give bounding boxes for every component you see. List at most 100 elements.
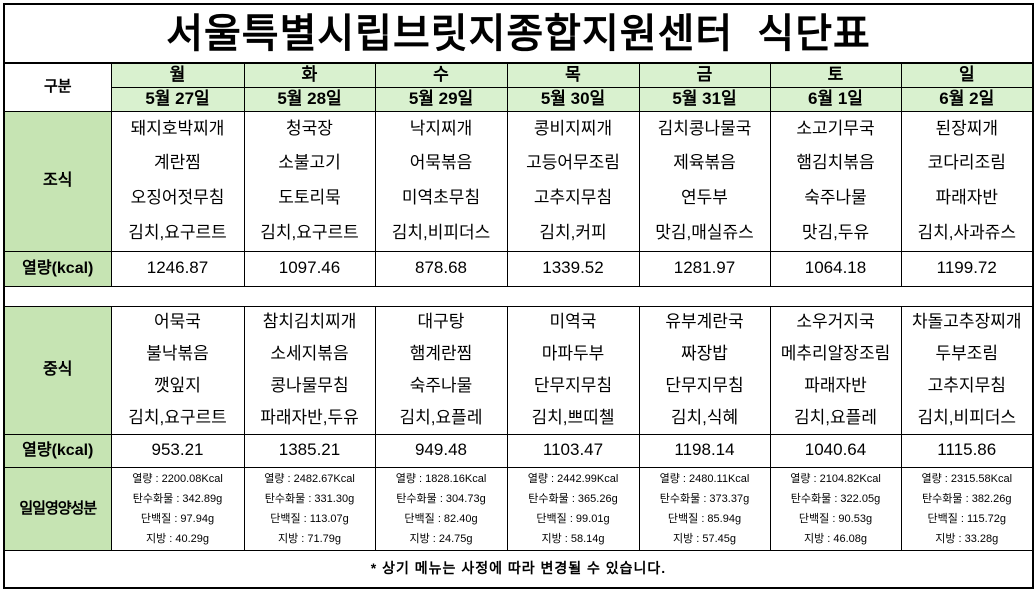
breakfast-calorie-value: 1199.72	[900, 250, 1034, 287]
breakfast-menu-item: 코다리조림	[900, 146, 1034, 181]
nutrition-fat: 지방 : 24.75g	[409, 532, 473, 545]
breakfast-menu-item: 고추지무침	[506, 181, 640, 216]
nutrition-carbs: 탄수화물 : 304.73g	[396, 492, 486, 505]
lunch-calorie-value: 953.21	[110, 433, 245, 468]
lunch-calorie-value: 1385.21	[243, 433, 376, 468]
nutrition-fat: 지방 : 71.79g	[277, 532, 342, 545]
day-name-mon: 월	[110, 62, 245, 88]
breakfast-menu-item: 제육볶음	[638, 146, 771, 181]
lunch-label: 중식	[3, 305, 112, 435]
lunch-row: 김치,요구르트 파래자반,두유 김치,요플레 김치,쁘띠첼 김치,식혜 김치,요…	[4, 402, 1034, 434]
nutrition-carbs: 탄수화물 : 373.37g	[659, 492, 750, 505]
day-date-tue: 5월 28일	[243, 86, 376, 112]
day-name-sat: 토	[769, 62, 902, 88]
nutrition-protein: 단백질 : 97.94g	[140, 512, 215, 525]
nutrition-calories: 열량 : 2482.67Kcal	[264, 472, 355, 485]
nutrition-carbs: 탄수화물 : 342.89g	[132, 492, 223, 505]
daily-nutrition-label: 일일영양성분	[3, 466, 112, 551]
lunch-calorie-value: 949.48	[374, 433, 508, 468]
breakfast-menu-item: 햄김치볶음	[769, 146, 902, 181]
lunch-calorie-row: 열량(kcal) 953.21 1385.21 949.48 1103.47 1…	[3, 433, 1034, 468]
breakfast-row: 오징어젓무침 도토리묵 미역초무침 고추지무침 연두부 숙주나물 파래자반	[4, 181, 1034, 216]
nutrition-calories: 열량 : 2315.58Kcal	[921, 472, 1013, 485]
day-date-thu: 5월 30일	[506, 86, 640, 112]
breakfast-menu-item: 오징어젓무침	[110, 181, 245, 216]
breakfast-row: 김치,요구르트 김치,요구르트 김치,비피더스 김치,커피 맛김,매실쥬스 맛김…	[4, 216, 1034, 251]
spacer-cell	[3, 285, 1034, 307]
spacer-row	[3, 285, 1034, 307]
breakfast-menu-item: 미역초무침	[374, 181, 508, 216]
lunch-menu-item: 김치,요구르트	[110, 402, 245, 434]
lunch-menu-item: 김치,비피더스	[900, 402, 1034, 434]
breakfast-menu-item: 어묵볶음	[374, 146, 508, 181]
lunch-menu-item: 어묵국	[110, 306, 245, 338]
breakfast-menu-item: 청국장	[243, 111, 376, 146]
lunch-calorie-value: 1040.64	[769, 433, 902, 468]
lunch-menu-item: 고추지무침	[900, 370, 1034, 402]
day-date-sat: 6월 1일	[769, 86, 902, 112]
lunch-menu-item: 파래자반	[769, 370, 902, 402]
breakfast-menu-item: 숙주나물	[769, 181, 902, 216]
nutrition-carbs: 탄수화물 : 382.26g	[922, 492, 1012, 505]
lunch-menu-item: 콩나물무침	[243, 370, 376, 402]
nutrition-fat: 지방 : 46.08g	[803, 532, 868, 545]
lunch-menu-item: 깻잎지	[110, 370, 245, 402]
nutrition-carbs: 탄수화물 : 331.30g	[264, 492, 355, 505]
breakfast-menu-item: 도토리묵	[243, 181, 376, 216]
nutrition-carbs: 탄수화물 : 365.26g	[528, 492, 618, 505]
lunch-calorie-value: 1198.14	[638, 433, 771, 468]
day-name-thu: 목	[506, 62, 640, 88]
lunch-menu-item: 짜장밥	[638, 338, 771, 370]
lunch-menu-item: 단무지무침	[638, 370, 771, 402]
daily-nutrition-cell: 열량 : 2200.08Kcal 탄수화물 : 342.89g 단백질 : 97…	[110, 466, 245, 551]
day-header-row: 구분 월 화 수 목 금 토 일	[3, 62, 1034, 112]
day-date-mon: 5월 27일	[110, 86, 245, 112]
daily-nutrition-cell: 열량 : 1828.16Kcal 탄수화물 : 304.73g 단백질 : 82…	[374, 466, 508, 551]
lunch-menu-item: 유부계란국	[638, 306, 771, 338]
daily-nutrition-cell: 열량 : 2442.99Kcal 탄수화물 : 365.26g 단백질 : 99…	[506, 466, 640, 551]
nutrition-fat: 지방 : 57.45g	[672, 532, 737, 545]
lunch-menu-item: 김치,요플레	[769, 402, 902, 434]
nutrition-protein: 단백질 : 90.53g	[798, 512, 873, 525]
breakfast-label: 조식	[3, 110, 112, 252]
nutrition-calories: 열량 : 2442.99Kcal	[527, 472, 619, 485]
nutrition-protein: 단백질 : 115.72g	[927, 512, 1006, 525]
day-date-sun: 6월 2일	[900, 86, 1034, 112]
nutrition-protein: 단백질 : 85.94g	[667, 512, 742, 525]
breakfast-menu-item: 소고기무국	[769, 111, 902, 146]
lunch-menu-item: 마파두부	[506, 338, 640, 370]
lunch-menu-item: 미역국	[506, 306, 640, 338]
breakfast-menu-item: 된장찌개	[900, 111, 1034, 146]
lunch-menu-item: 소우거지국	[769, 306, 902, 338]
lunch-menu-item: 햄계란찜	[374, 338, 508, 370]
daily-nutrition-cell: 열량 : 2480.11Kcal 탄수화물 : 373.37g 단백질 : 85…	[638, 466, 771, 551]
breakfast-menu-item: 김치콩나물국	[638, 111, 771, 146]
lunch-calorie-value: 1115.86	[900, 433, 1034, 468]
breakfast-menu-item: 김치,비피더스	[374, 216, 508, 251]
nutrition-calories: 열량 : 2200.08Kcal	[132, 472, 223, 485]
breakfast-menu-item: 연두부	[638, 181, 771, 216]
breakfast-menu-item: 낙지찌개	[374, 111, 508, 146]
nutrition-fat: 지방 : 40.29g	[145, 532, 210, 545]
nutrition-calories: 열량 : 2480.11Kcal	[659, 472, 750, 485]
lunch-row: 깻잎지 콩나물무침 숙주나물 단무지무침 단무지무침 파래자반 고추지무침	[4, 370, 1034, 402]
daily-nutrition-row: 일일영양성분 열량 : 2200.08Kcal 탄수화물 : 342.89g 단…	[3, 466, 1034, 551]
lunch-menu-item: 숙주나물	[374, 370, 508, 402]
lunch-menu-item: 메추리알장조림	[769, 338, 902, 370]
breakfast-calorie-value: 1246.87	[110, 250, 245, 287]
lunch-calorie-label: 열량(kcal)	[3, 433, 112, 468]
breakfast-menu-item: 파래자반	[900, 181, 1034, 216]
nutrition-fat: 지방 : 33.28g	[935, 532, 999, 545]
menu-table: 서울특별시립브릿지종합지원센터 식단표 구분 월 화 수 목 금 토 일 5월 …	[3, 3, 1035, 589]
nutrition-fat: 지방 : 58.14g	[541, 532, 605, 545]
breakfast-calorie-row: 열량(kcal) 1246.87 1097.46 878.68 1339.52 …	[3, 250, 1034, 287]
lunch-menu-item: 소세지볶음	[243, 338, 376, 370]
nutrition-protein: 단백질 : 113.07g	[270, 512, 349, 525]
footer-note: * 상기 메뉴는 사정에 따라 변경될 수 있습니다.	[3, 549, 1034, 589]
page-title: 서울특별시립브릿지종합지원센터 식단표	[3, 3, 1034, 64]
breakfast-menu-item: 김치,커피	[506, 216, 640, 251]
breakfast-calorie-value: 1339.52	[506, 250, 640, 287]
breakfast-menu-item: 소불고기	[243, 146, 376, 181]
lunch-menu-item: 차돌고추장찌개	[900, 306, 1034, 338]
day-name-fri: 금	[638, 62, 771, 88]
